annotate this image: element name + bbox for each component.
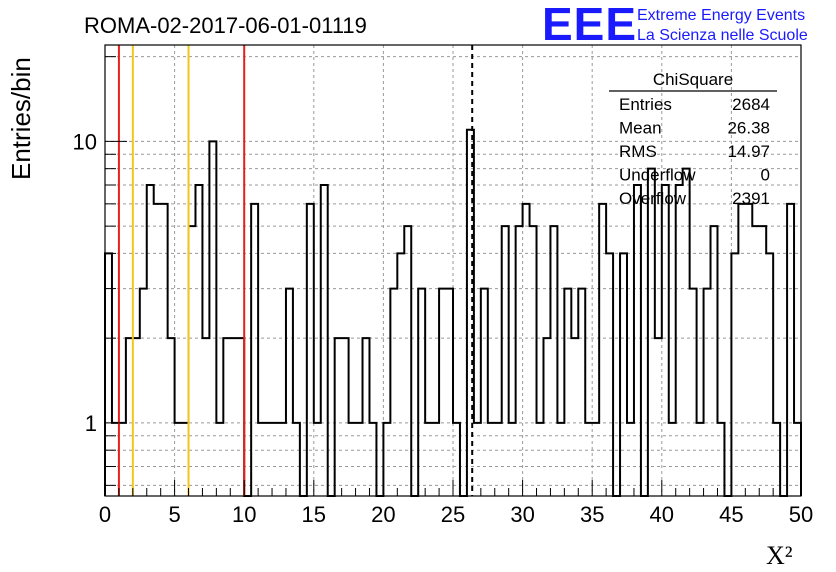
x-tick-label: 25 bbox=[441, 502, 465, 527]
chart-title: ROMA-02-2017-06-01-01119 bbox=[84, 13, 367, 38]
axis-ticks: 0 5 10 15 20 25 30 35 40 45 50 1 10 bbox=[73, 56, 813, 527]
logo-line-1: Extreme Energy Events bbox=[637, 7, 805, 24]
stats-row-label: Overflow bbox=[619, 189, 687, 208]
y-tick-label: 10 bbox=[73, 129, 97, 154]
x-axis-title: X² bbox=[766, 541, 793, 570]
stats-box: ChiSquare Entries 2684 Mean 26.38 RMS 14.97 Und… bbox=[609, 70, 777, 208]
logo: EEE Extreme Energy Events La Scienza nel… bbox=[542, 0, 808, 50]
stats-row-value: 2684 bbox=[732, 95, 770, 114]
histogram bbox=[104, 128, 802, 497]
reference-lines bbox=[117, 45, 474, 496]
stats-row-label: Mean bbox=[619, 119, 662, 138]
logo-mark: EEE bbox=[542, 0, 637, 50]
y-axis-title: Entries/bin bbox=[6, 57, 36, 180]
y-tick-label: 1 bbox=[85, 411, 97, 436]
stats-row-label: Entries bbox=[619, 95, 672, 114]
stats-title: ChiSquare bbox=[653, 70, 733, 89]
logo-line-2: La Scienza nelle Scuole bbox=[637, 27, 808, 44]
stats-row-value: 26.38 bbox=[727, 119, 770, 138]
grid bbox=[105, 45, 801, 496]
histogram-outline bbox=[104, 128, 802, 497]
stats-row-label: RMS bbox=[619, 142, 657, 161]
stats-row-value: 2391 bbox=[732, 189, 770, 208]
stats-row-value: 14.97 bbox=[727, 142, 770, 161]
x-tick-label: 0 bbox=[99, 502, 111, 527]
stats-row-label: Underflow bbox=[619, 166, 696, 185]
x-tick-label: 50 bbox=[789, 502, 813, 527]
x-tick-label: 35 bbox=[580, 502, 604, 527]
x-tick-label: 15 bbox=[302, 502, 326, 527]
x-tick-label: 40 bbox=[650, 502, 674, 527]
x-tick-label: 10 bbox=[232, 502, 256, 527]
stats-row-value: 0 bbox=[761, 166, 770, 185]
x-tick-label: 30 bbox=[510, 502, 534, 527]
x-tick-label: 5 bbox=[168, 502, 180, 527]
x-tick-label: 45 bbox=[719, 502, 743, 527]
x-tick-label: 20 bbox=[371, 502, 395, 527]
